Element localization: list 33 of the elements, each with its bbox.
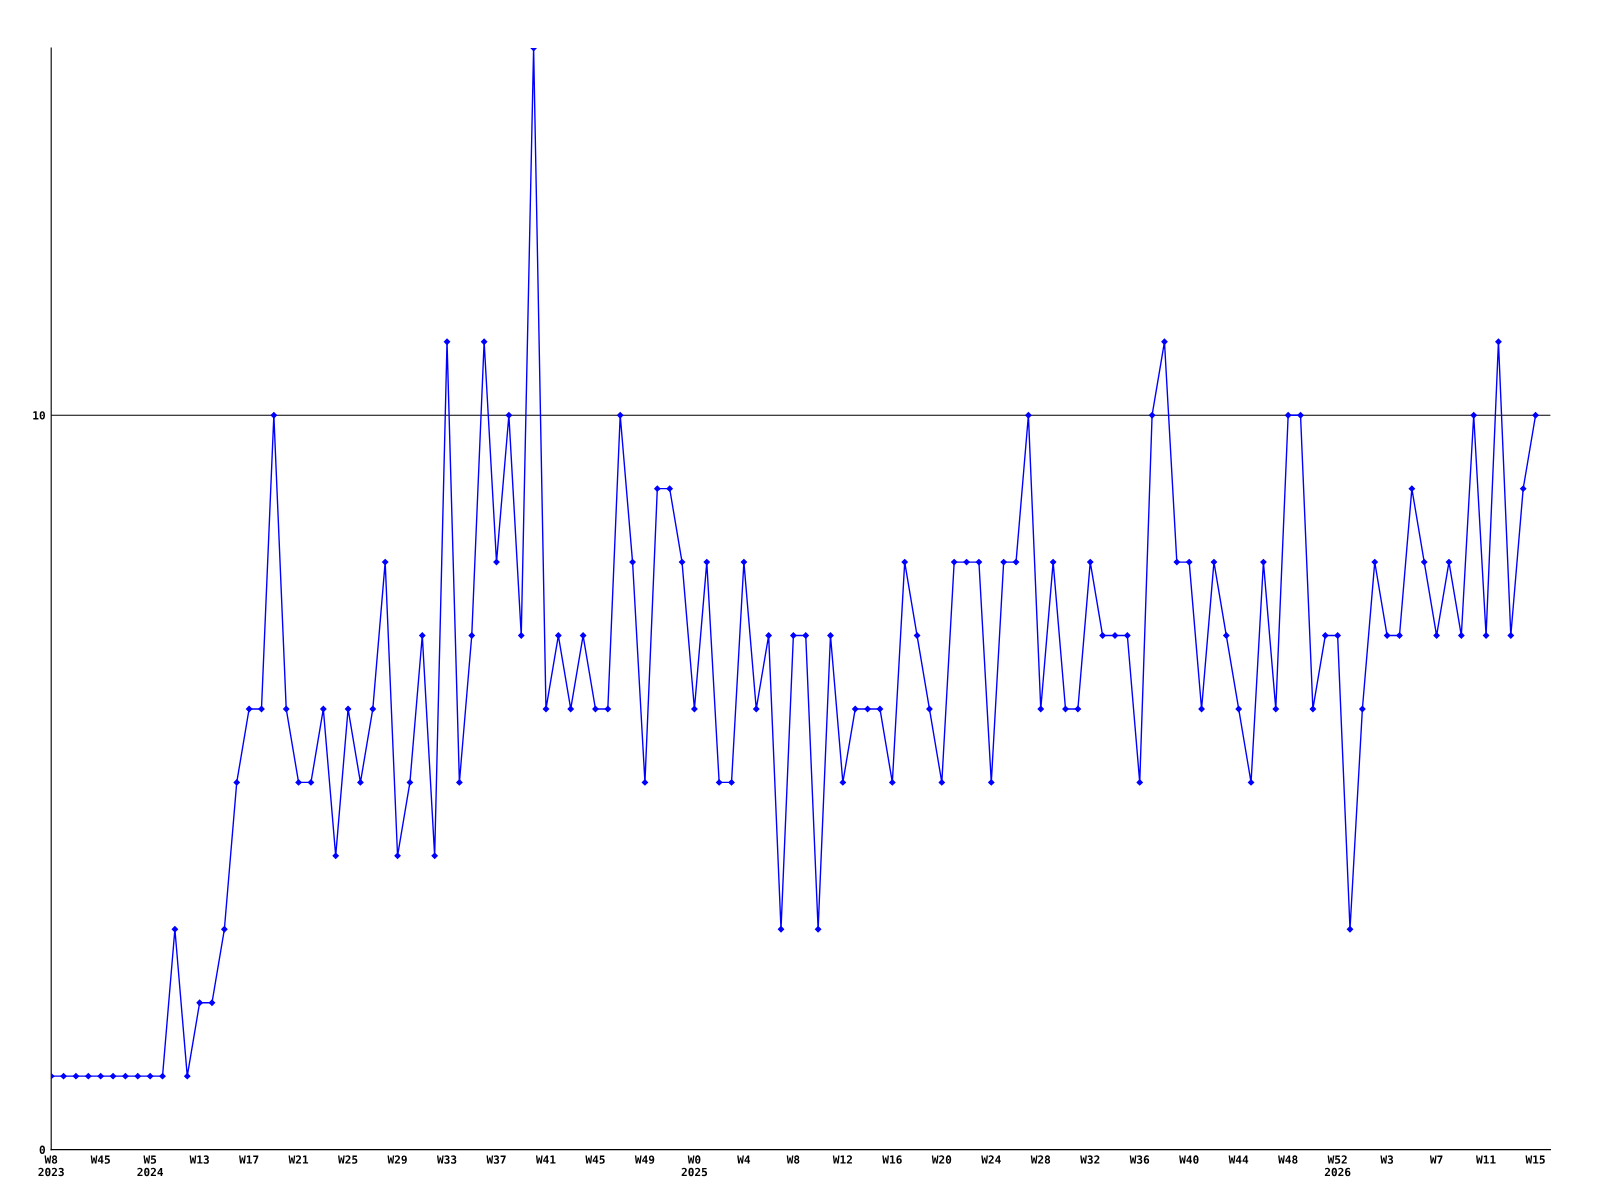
x-tick-label: W0 2025 — [681, 1155, 708, 1177]
x-tick-label: W40 — [1179, 1155, 1199, 1164]
x-tick-label: W45 — [90, 1155, 110, 1164]
x-tick-label: W5 2024 — [137, 1155, 164, 1177]
x-tick-label: W45 — [585, 1155, 605, 1164]
x-tick-label: W48 — [1278, 1155, 1298, 1164]
x-tick-label: W16 — [882, 1155, 902, 1164]
x-tick-label: W36 — [1129, 1155, 1150, 1164]
x-tick-label: W41 — [535, 1155, 556, 1164]
x-tick-label: W33 — [436, 1155, 457, 1164]
x-tick-label: W25 — [338, 1155, 358, 1164]
x-tick-label: W52 2026 — [1324, 1155, 1351, 1177]
x-tick-label: W3 — [1380, 1155, 1394, 1164]
x-tick-label: W11 — [1476, 1155, 1496, 1164]
x-tick-label: W20 — [931, 1155, 952, 1164]
x-tick-label: W44 — [1228, 1155, 1249, 1164]
x-tick-label: W13 — [189, 1155, 209, 1164]
y-tick-label: 0 — [39, 1145, 45, 1154]
x-tick-label: W7 — [1429, 1155, 1443, 1164]
y-tick-label: 10 — [33, 411, 45, 420]
x-tick-label: W24 — [981, 1155, 1001, 1164]
x-tick-label: W29 — [387, 1155, 407, 1164]
x-tick-label: W37 — [486, 1155, 506, 1164]
x-tick-label: W8 — [786, 1155, 800, 1164]
x-tick-label: W8 2023 — [38, 1155, 64, 1177]
x-tick-label: W17 — [239, 1155, 259, 1164]
x-tick-label: W32 — [1080, 1155, 1100, 1164]
x-tick-label: W15 — [1525, 1155, 1545, 1164]
x-tick-label: W12 — [832, 1155, 852, 1164]
x-tick-label: W4 — [737, 1155, 751, 1164]
x-tick-label: W21 — [288, 1155, 309, 1164]
x-tick-label: W28 — [1030, 1155, 1051, 1164]
x-tick-label: W49 — [634, 1155, 655, 1164]
